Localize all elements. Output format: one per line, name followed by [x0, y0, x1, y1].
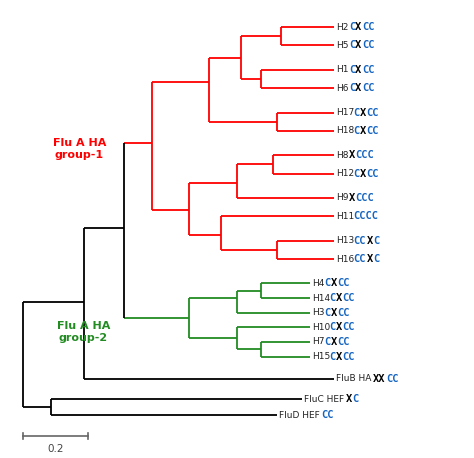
Text: X: X — [331, 278, 337, 289]
Text: H14: H14 — [312, 294, 330, 303]
Text: CC: CC — [366, 126, 379, 136]
Text: CC: CC — [366, 169, 379, 179]
Text: C: C — [329, 352, 336, 362]
Text: H1: H1 — [336, 65, 348, 74]
Text: H9: H9 — [336, 193, 348, 202]
Text: H17: H17 — [336, 108, 354, 117]
Text: X: X — [360, 126, 366, 136]
Text: X: X — [349, 193, 355, 203]
Text: X: X — [366, 236, 373, 245]
Text: H2: H2 — [336, 23, 348, 32]
Text: H7: H7 — [312, 338, 324, 346]
Text: C: C — [325, 337, 331, 347]
Text: H3: H3 — [312, 308, 324, 317]
Text: X: X — [360, 108, 366, 118]
Text: C: C — [349, 22, 355, 32]
Text: X: X — [366, 254, 373, 264]
Text: X: X — [356, 83, 362, 93]
Text: CC: CC — [354, 236, 366, 245]
Text: H15: H15 — [312, 352, 330, 361]
Text: H10: H10 — [312, 323, 330, 332]
Text: H8: H8 — [336, 151, 348, 160]
Text: X: X — [331, 337, 337, 347]
Text: C: C — [354, 126, 360, 136]
Text: CCCC: CCCC — [354, 211, 379, 221]
Text: X: X — [356, 65, 362, 75]
Text: X: X — [336, 322, 342, 333]
Text: C: C — [349, 83, 355, 93]
Text: H12: H12 — [336, 169, 354, 178]
Text: FluD HEF: FluD HEF — [279, 411, 320, 420]
Text: C: C — [354, 169, 360, 179]
Text: C: C — [373, 236, 379, 245]
Text: H16: H16 — [336, 255, 354, 263]
Text: XX: XX — [373, 374, 385, 383]
Text: C: C — [373, 254, 379, 264]
Text: CC: CC — [321, 410, 334, 420]
Text: C: C — [329, 293, 336, 303]
Text: H4: H4 — [312, 279, 324, 288]
Text: C: C — [349, 65, 355, 75]
Text: CC: CC — [337, 337, 350, 347]
Text: FluC HEF: FluC HEF — [304, 395, 344, 404]
Text: CC: CC — [362, 65, 374, 75]
Text: CC: CC — [362, 83, 374, 93]
Text: CC: CC — [366, 108, 379, 118]
Text: C: C — [329, 322, 336, 333]
Text: C: C — [352, 394, 358, 404]
Text: Flu A HA
group-2: Flu A HA group-2 — [57, 322, 110, 343]
Text: CC: CC — [337, 308, 350, 318]
Text: H18: H18 — [336, 126, 354, 136]
Text: H11: H11 — [336, 212, 354, 221]
Text: 0.2: 0.2 — [47, 444, 64, 454]
Text: X: X — [331, 308, 337, 318]
Text: H6: H6 — [336, 84, 348, 93]
Text: H5: H5 — [336, 41, 348, 50]
Text: CC: CC — [386, 374, 399, 383]
Text: CC: CC — [342, 293, 355, 303]
Text: C: C — [325, 308, 331, 318]
Text: CC: CC — [362, 40, 374, 50]
Text: X: X — [346, 394, 352, 404]
Text: CCC: CCC — [356, 150, 374, 160]
Text: CCC: CCC — [356, 193, 374, 203]
Text: C: C — [325, 278, 331, 289]
Text: FluB HA: FluB HA — [336, 374, 371, 383]
Text: X: X — [336, 352, 342, 362]
Text: X: X — [360, 169, 366, 179]
Text: X: X — [349, 150, 355, 160]
Text: C: C — [349, 40, 355, 50]
Text: C: C — [354, 108, 360, 118]
Text: X: X — [356, 40, 362, 50]
Text: X: X — [356, 22, 362, 32]
Text: CC: CC — [342, 352, 355, 362]
Text: H13: H13 — [336, 236, 354, 245]
Text: CC: CC — [354, 254, 366, 264]
Text: Flu A HA
group-1: Flu A HA group-1 — [53, 138, 106, 160]
Text: CC: CC — [362, 22, 374, 32]
Text: X: X — [336, 293, 342, 303]
Text: CC: CC — [337, 278, 350, 289]
Text: CC: CC — [342, 322, 355, 333]
